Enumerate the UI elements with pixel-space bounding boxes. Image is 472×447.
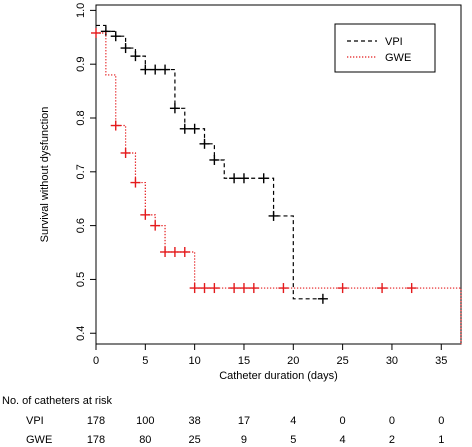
risk-row-label: GWE bbox=[26, 434, 52, 446]
censor-mark-vpi bbox=[169, 103, 180, 114]
censor-mark-vpi bbox=[120, 43, 131, 54]
x-tick-label: 5 bbox=[142, 355, 148, 367]
risk-value: 9 bbox=[241, 434, 247, 446]
risk-table: No. of catheters at risk VPI 178 100 38 17 4 0… bbox=[2, 395, 444, 446]
censor-mark-vpi bbox=[317, 293, 328, 304]
censor-mark-gwe bbox=[189, 283, 200, 294]
legend-box bbox=[334, 23, 436, 73]
censor-mark-vpi bbox=[140, 64, 151, 75]
censor-mark-vpi bbox=[179, 123, 190, 134]
x-tick-label: 35 bbox=[435, 355, 447, 367]
y-tick-label: 0.6 bbox=[75, 218, 87, 233]
censor-mark-vpi bbox=[189, 123, 200, 134]
plot-frame bbox=[95, 4, 462, 345]
y-tick-label: 0.8 bbox=[75, 110, 87, 125]
censor-mark-vpi bbox=[160, 64, 171, 75]
series-layer bbox=[91, 24, 462, 344]
censor-mark-vpi bbox=[150, 64, 161, 75]
risk-value: 2 bbox=[389, 434, 395, 446]
y-tick-label: 0.9 bbox=[75, 57, 87, 72]
censor-mark-gwe bbox=[209, 283, 220, 294]
risk-value: 4 bbox=[340, 434, 346, 446]
censor-mark-vpi bbox=[268, 210, 279, 221]
y-axis-label: Survival without dysfunction bbox=[39, 107, 51, 243]
x-axis-label: Catheter duration (days) bbox=[219, 370, 338, 382]
y-tick-label: 1.0 bbox=[75, 3, 87, 18]
censor-mark-gwe bbox=[406, 283, 417, 294]
series-gwe-line bbox=[96, 32, 462, 344]
censor-mark-gwe bbox=[130, 177, 141, 188]
censor-mark-gwe bbox=[140, 209, 151, 220]
risk-table-title: No. of catheters at risk bbox=[2, 395, 113, 407]
risk-value: 80 bbox=[139, 434, 151, 446]
risk-value: 0 bbox=[340, 415, 346, 427]
x-tick-label: 15 bbox=[238, 355, 250, 367]
legend-label-vpi: VPI bbox=[385, 36, 403, 48]
censor-mark-gwe bbox=[248, 283, 259, 294]
censor-mark-gwe bbox=[238, 283, 249, 294]
censor-mark-gwe bbox=[199, 283, 210, 294]
censor-mark-vpi bbox=[130, 51, 141, 62]
series-vpi-line bbox=[96, 24, 323, 300]
censor-mark-gwe bbox=[278, 283, 289, 294]
y-tick-label: 0.7 bbox=[75, 164, 87, 179]
y-tick-label: 0.5 bbox=[75, 272, 87, 287]
risk-value: 178 bbox=[87, 415, 105, 427]
censor-mark-vpi bbox=[229, 173, 240, 184]
series-gwe bbox=[91, 27, 462, 344]
risk-value: 4 bbox=[290, 415, 296, 427]
x-tick-label: 0 bbox=[93, 355, 99, 367]
risk-value: 38 bbox=[189, 415, 201, 427]
censor-mark-vpi bbox=[110, 31, 121, 42]
legend-label-gwe: GWE bbox=[385, 52, 411, 64]
censor-mark-gwe bbox=[229, 283, 240, 294]
risk-value: 178 bbox=[87, 434, 105, 446]
censor-mark-gwe bbox=[160, 246, 171, 257]
y-axis: 0.4 0.5 0.6 0.7 0.8 0.9 1.0 bbox=[75, 3, 96, 341]
x-tick-label: 25 bbox=[336, 355, 348, 367]
censor-mark-gwe bbox=[337, 283, 348, 294]
legend: VPI GWE bbox=[334, 23, 436, 73]
censor-mark-vpi bbox=[209, 154, 220, 165]
censor-mark-vpi bbox=[258, 173, 269, 184]
x-axis: 0 5 10 15 20 25 30 35 bbox=[93, 344, 447, 367]
risk-value: 0 bbox=[389, 415, 395, 427]
x-tick-label: 30 bbox=[386, 355, 398, 367]
x-tick-label: 20 bbox=[287, 355, 299, 367]
risk-value: 0 bbox=[438, 415, 444, 427]
censor-mark-vpi bbox=[238, 173, 249, 184]
series-vpi bbox=[96, 24, 328, 304]
censor-mark-vpi bbox=[199, 138, 210, 149]
risk-value: 5 bbox=[290, 434, 296, 446]
censor-mark-gwe bbox=[169, 246, 180, 257]
censor-mark-vpi bbox=[100, 26, 111, 37]
censor-mark-gwe bbox=[91, 27, 101, 38]
risk-value: 25 bbox=[189, 434, 201, 446]
risk-row-label: VPI bbox=[26, 415, 44, 427]
risk-value: 100 bbox=[136, 415, 154, 427]
risk-value: 17 bbox=[238, 415, 250, 427]
risk-value: 1 bbox=[438, 434, 444, 446]
censor-mark-gwe bbox=[377, 283, 388, 294]
censor-mark-gwe bbox=[110, 120, 121, 131]
censor-mark-gwe bbox=[120, 147, 131, 158]
y-tick-label: 0.4 bbox=[75, 326, 87, 341]
x-tick-label: 10 bbox=[189, 355, 201, 367]
censor-mark-gwe bbox=[150, 220, 161, 231]
censor-mark-gwe bbox=[179, 246, 190, 257]
